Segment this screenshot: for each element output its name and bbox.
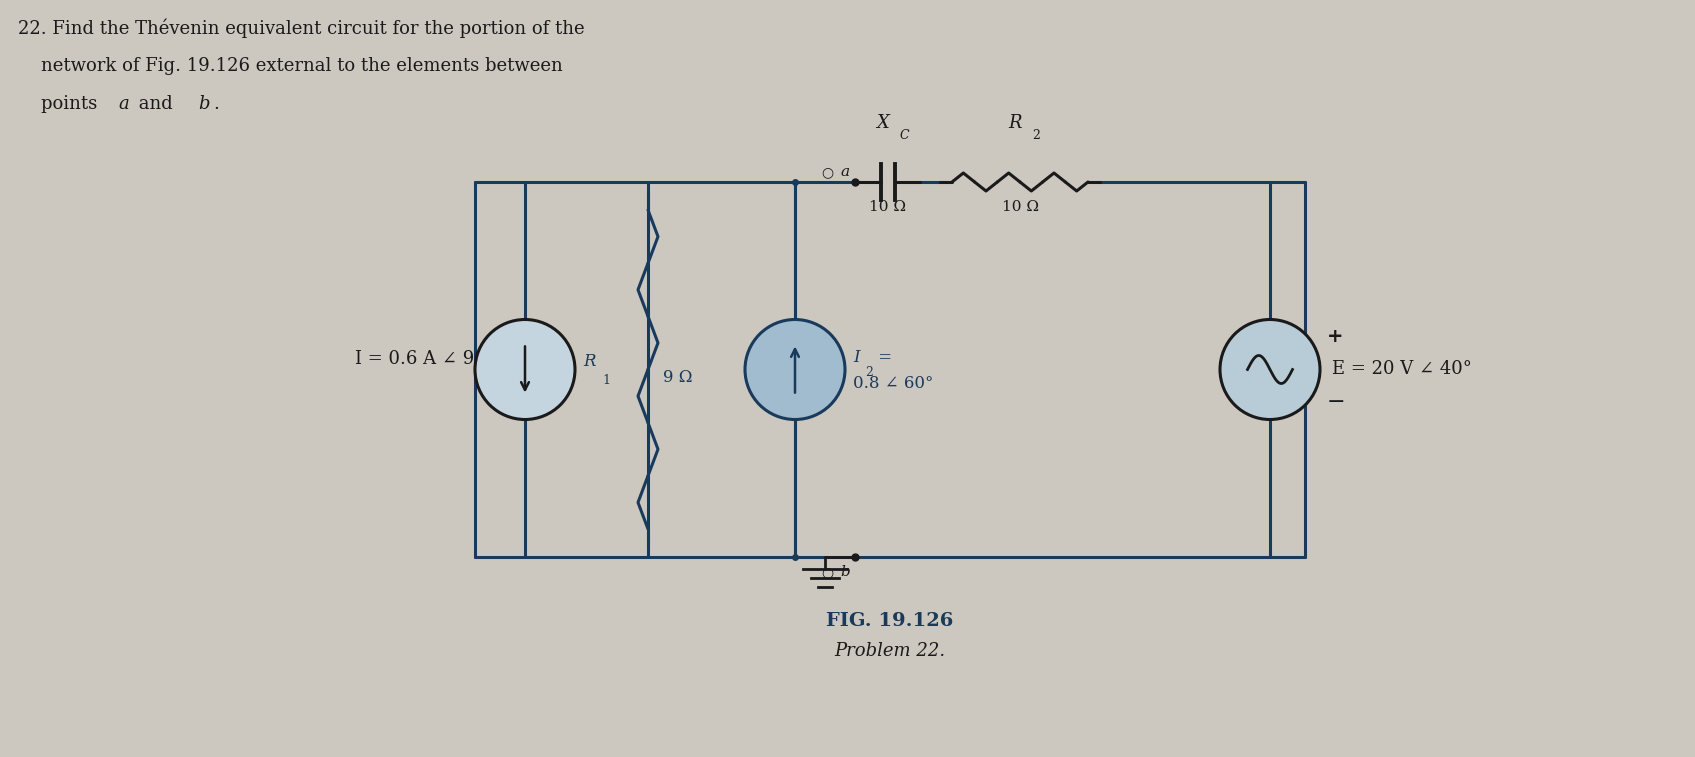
Circle shape: [746, 319, 846, 419]
Text: 2: 2: [864, 366, 873, 378]
Text: a: a: [841, 165, 849, 179]
Text: I = 0.6 A ∠ 90°: I = 0.6 A ∠ 90°: [354, 350, 495, 369]
Text: =: =: [873, 349, 892, 366]
Text: points: points: [19, 95, 103, 113]
Circle shape: [1220, 319, 1320, 419]
Text: E = 20 V ∠ 40°: E = 20 V ∠ 40°: [1332, 360, 1471, 378]
Text: 22. Find the Thévenin equivalent circuit for the portion of the: 22. Find the Thévenin equivalent circuit…: [19, 19, 585, 39]
Text: ○: ○: [820, 165, 832, 179]
Text: b: b: [198, 95, 210, 113]
Text: I: I: [853, 349, 859, 366]
Text: R: R: [583, 353, 597, 370]
Text: 10 Ω: 10 Ω: [870, 200, 907, 214]
Text: C: C: [900, 129, 909, 142]
Text: .: .: [214, 95, 219, 113]
Text: 2: 2: [1032, 129, 1039, 142]
Circle shape: [475, 319, 575, 419]
Text: R: R: [1009, 114, 1022, 132]
Text: 0.8 ∠ 60°: 0.8 ∠ 60°: [853, 375, 934, 392]
Text: 10 Ω: 10 Ω: [1002, 200, 1039, 214]
Text: ○: ○: [820, 565, 832, 579]
Text: FIG. 19.126: FIG. 19.126: [827, 612, 954, 630]
Text: X: X: [876, 114, 888, 132]
Text: +: +: [1327, 328, 1344, 347]
Text: a: a: [119, 95, 129, 113]
Text: b: b: [841, 565, 849, 579]
Text: 1: 1: [602, 375, 610, 388]
Text: network of Fig. 19.126 external to the elements between: network of Fig. 19.126 external to the e…: [19, 57, 563, 75]
Text: Problem 22.: Problem 22.: [834, 642, 946, 660]
Text: 9 Ω: 9 Ω: [663, 369, 693, 386]
Text: −: −: [1327, 392, 1346, 412]
Text: and: and: [132, 95, 178, 113]
